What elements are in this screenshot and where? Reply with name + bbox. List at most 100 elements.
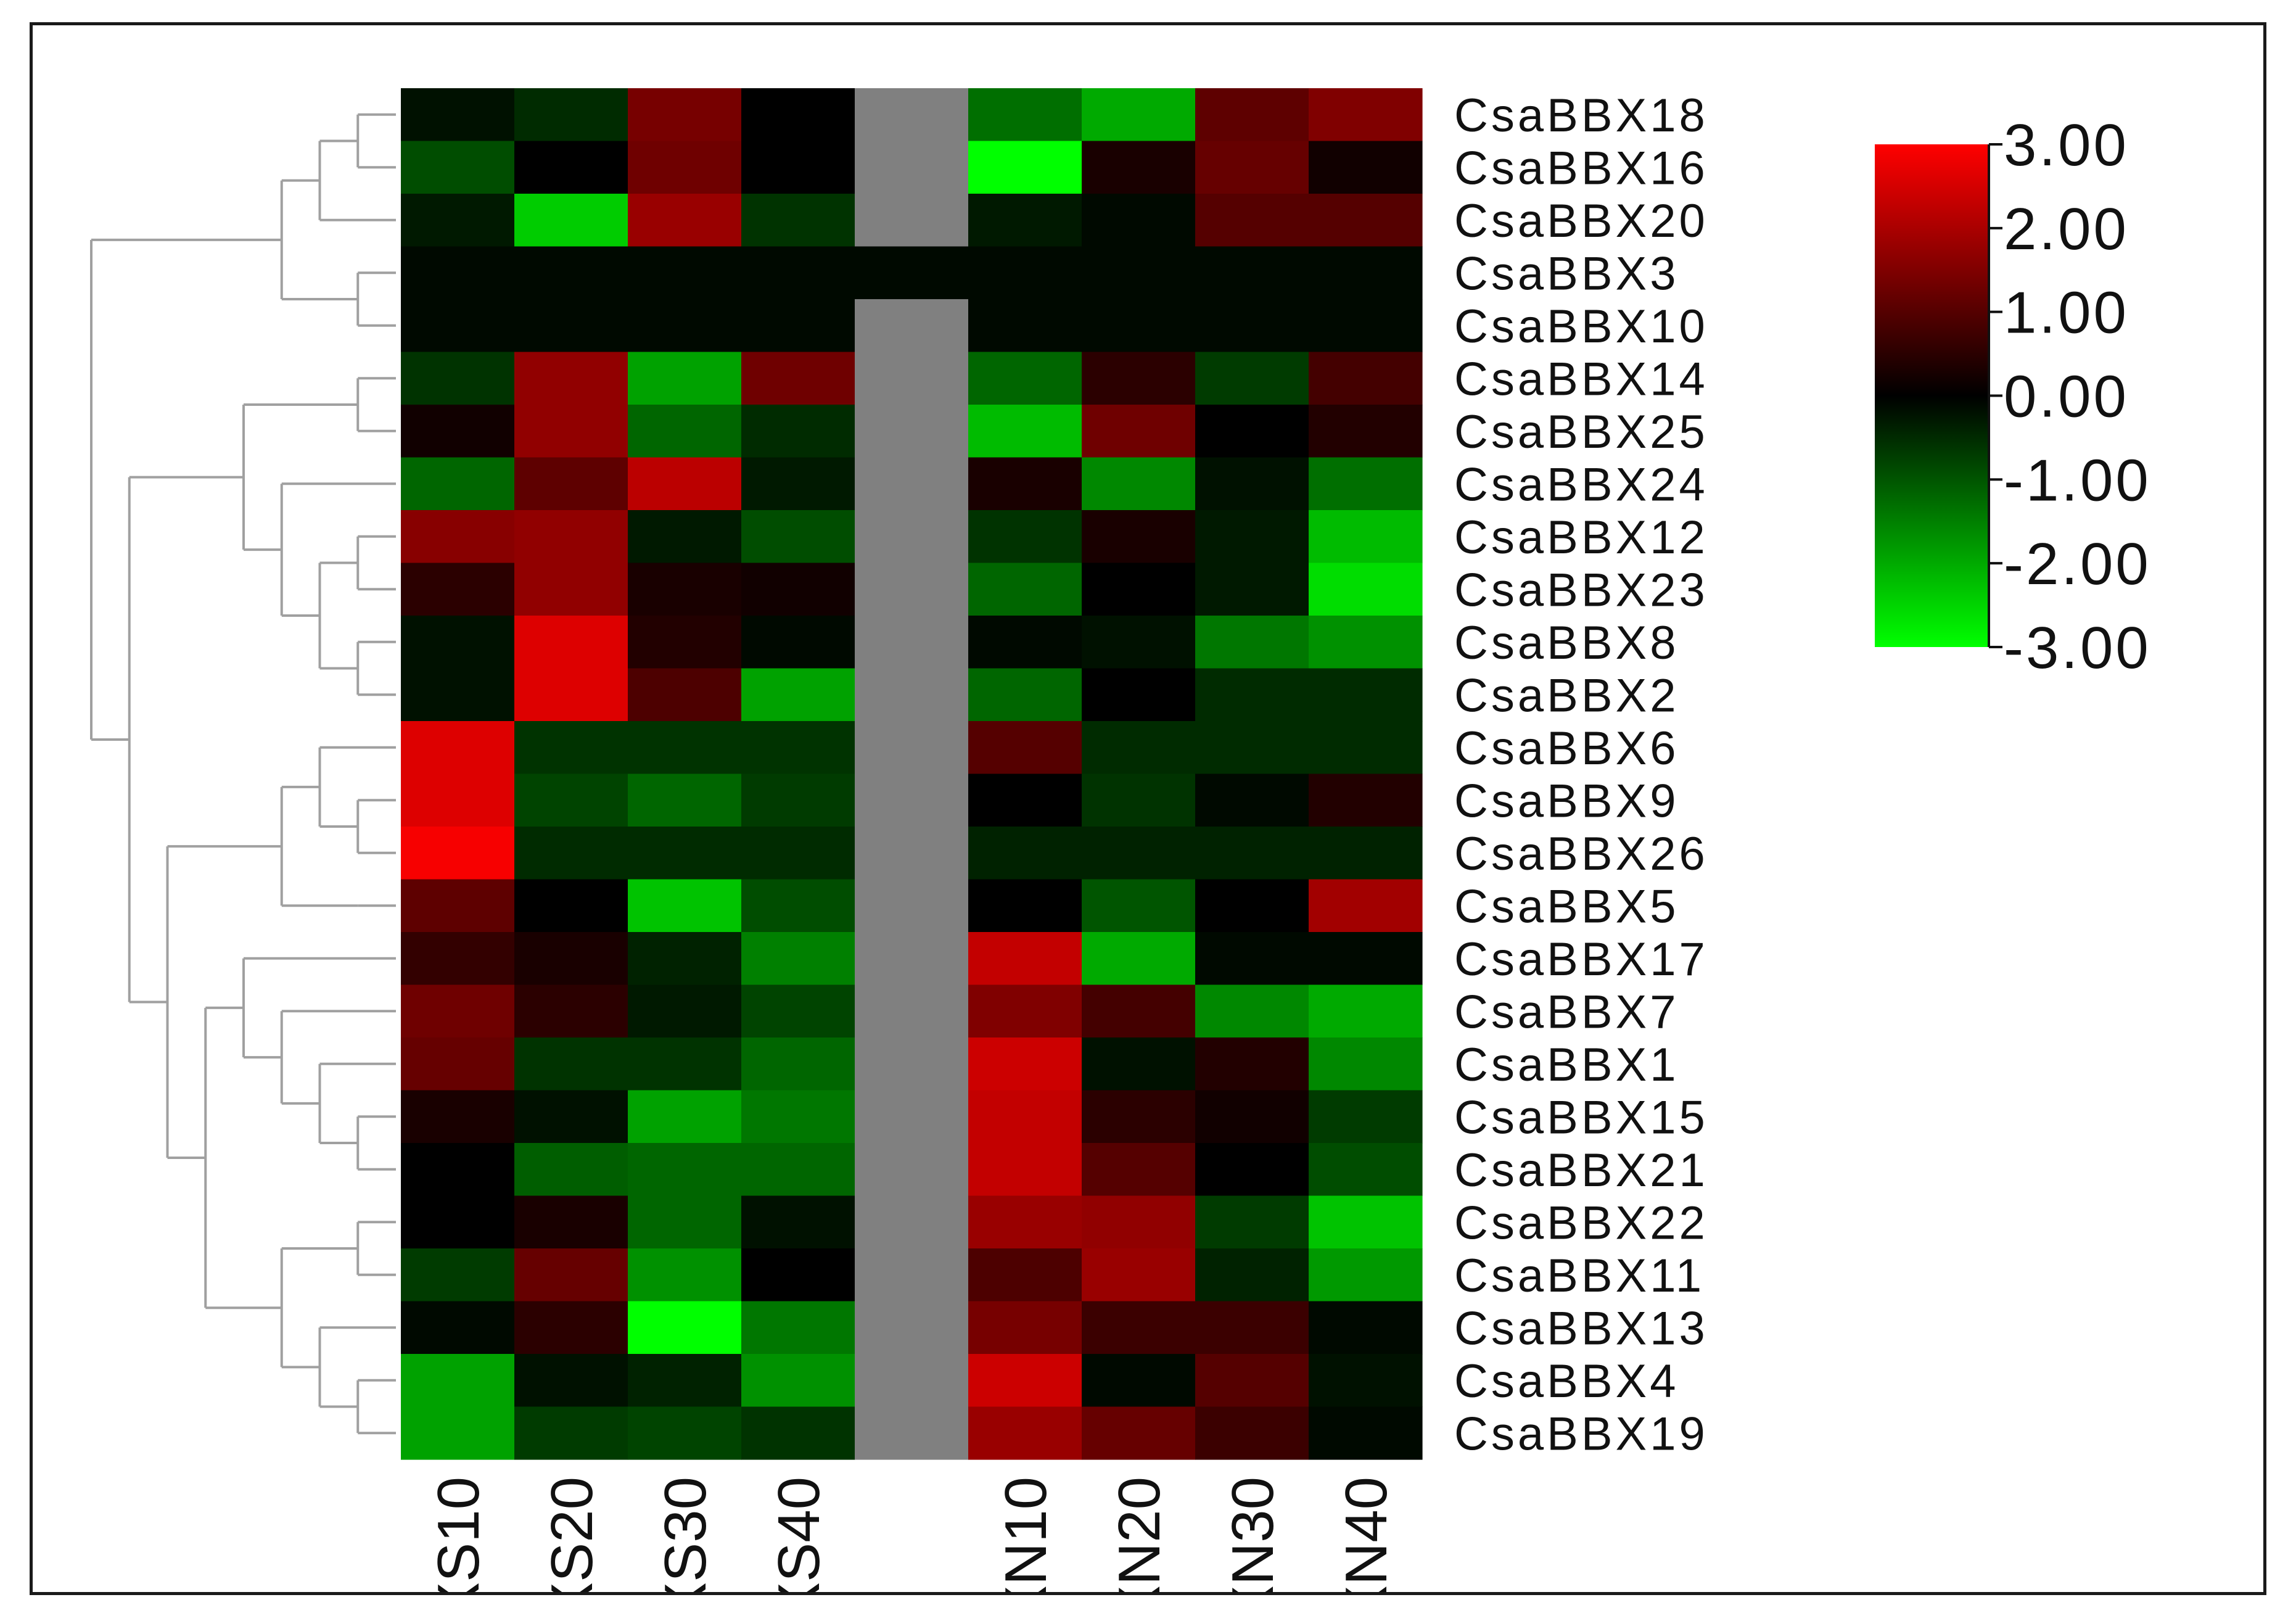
heatmap-cell [1082,668,1196,722]
heatmap-cell [401,1195,515,1249]
heatmap-cell [1195,668,1309,722]
heatmap-cell [628,457,742,511]
heatmap-cell [968,563,1082,616]
heatmap-cell [514,457,628,511]
heatmap-cell [968,1143,1082,1197]
column-label: XN20 [1106,1477,1172,1592]
heatmap-cell [1082,1301,1196,1355]
heatmap-cell [741,299,855,353]
heatmap-cell [514,194,628,247]
row-label: CsaBBX18 [1454,89,1708,142]
column-labels: XS10 XS20 XS30 XS40 XN10 XN20 XN30 XN40 [426,1477,1399,1592]
row-label: CsaBBX12 [1454,511,1708,564]
row-label: CsaBBX2 [1454,669,1679,722]
heatmap-cell [1082,1354,1196,1408]
heatmap-cell [855,1143,969,1197]
heatmap-cell [968,1406,1082,1460]
heatmap-cell [1195,1090,1309,1144]
row-label: CsaBBX11 [1454,1250,1705,1302]
row-label: CsaBBX25 [1454,406,1708,458]
heatmap-cell [855,1090,969,1144]
heatmap-cell [628,932,742,986]
heatmap-cell [855,1037,969,1091]
heatmap-cell [1309,141,1423,194]
heatmap-cell [514,1037,628,1091]
heatmap-cell [514,1248,628,1302]
heatmap-cell [1309,88,1423,142]
heatmap-cell [514,299,628,353]
heatmap-cell [1082,1406,1196,1460]
heatmap-cell [628,194,742,247]
heatmap-cell [1082,1090,1196,1144]
heatmap-cell [1082,932,1196,986]
heatmap-cell [401,194,515,247]
heatmap-cell [741,457,855,511]
heatmap-cell [1082,510,1196,564]
heatmap-cell [968,246,1082,300]
heatmap-cell [1082,246,1196,300]
heatmap-cell [855,352,969,405]
heatmap-cell [741,352,855,405]
heatmap-cell [1195,88,1309,142]
heatmap-cell [1309,1248,1423,1302]
row-label: CsaBBX15 [1454,1091,1708,1144]
heatmap-cell [401,141,515,194]
row-label: CsaBBX20 [1454,195,1708,247]
heatmap-cell [1309,1354,1423,1408]
heatmap-cell [968,1195,1082,1249]
heatmap-cell [1195,246,1309,300]
colorbar-tick-label: 0.00 [2004,364,2129,430]
heatmap-cell [401,510,515,564]
heatmap-cell [1082,405,1196,458]
heatmap-cell [855,510,969,564]
heatmap-cell [741,246,855,300]
heatmap-cell [855,1301,969,1355]
heatmap-cell [855,984,969,1038]
heatmap-cell [741,721,855,775]
heatmap-cell [628,1301,742,1355]
heatmap-cell [1309,457,1423,511]
heatmap-cell [855,457,969,511]
heatmap-cell [855,563,969,616]
heatmap-cell [741,1248,855,1302]
heatmap-cell [968,510,1082,564]
heatmap-cell [401,1354,515,1408]
figure-frame: CsaBBX18 CsaBBX16 CsaBBX20 CsaBBX3 CsaBBX10 C… [30,22,2266,1595]
heatmap-cell [401,1037,515,1091]
heatmap-cell [1195,563,1309,616]
heatmap-cell [1309,616,1423,669]
heatmap-cell [1195,827,1309,880]
heatmap-cell [855,879,969,933]
heatmap-cell [1309,246,1423,300]
heatmap-cell [1195,1143,1309,1197]
heatmap-cell [855,405,969,458]
heatmap-cell [741,1143,855,1197]
row-label: CsaBBX1 [1454,1039,1679,1091]
heatmap-cell [628,616,742,669]
heatmap-cell [1082,1248,1196,1302]
heatmap-cell [741,984,855,1038]
heatmap-cell [1195,194,1309,247]
heatmap-cell [741,1301,855,1355]
heatmap-cell [1309,299,1423,353]
heatmap-cell [1309,1090,1423,1144]
heatmap-cell [628,1248,742,1302]
row-dendrogram [90,113,396,1435]
heatmap-cell [514,510,628,564]
heatmap-cell [1082,827,1196,880]
column-label: XN30 [1220,1477,1286,1592]
heatmap-cell [741,1037,855,1091]
heatmap-cell [1195,1037,1309,1091]
row-label: CsaBBX10 [1454,300,1708,353]
heatmap-cell [1195,1406,1309,1460]
heatmap-cell [1309,194,1423,247]
heatmap-cell [401,932,515,986]
heatmap-cell [968,1354,1082,1408]
heatmap-cell [855,88,969,142]
heatmap-cell [628,405,742,458]
heatmap-cell [401,773,515,827]
heatmap-cell [628,141,742,194]
heatmap-cell [741,1090,855,1144]
heatmap-cell [1309,668,1423,722]
heatmap-cell [855,616,969,669]
